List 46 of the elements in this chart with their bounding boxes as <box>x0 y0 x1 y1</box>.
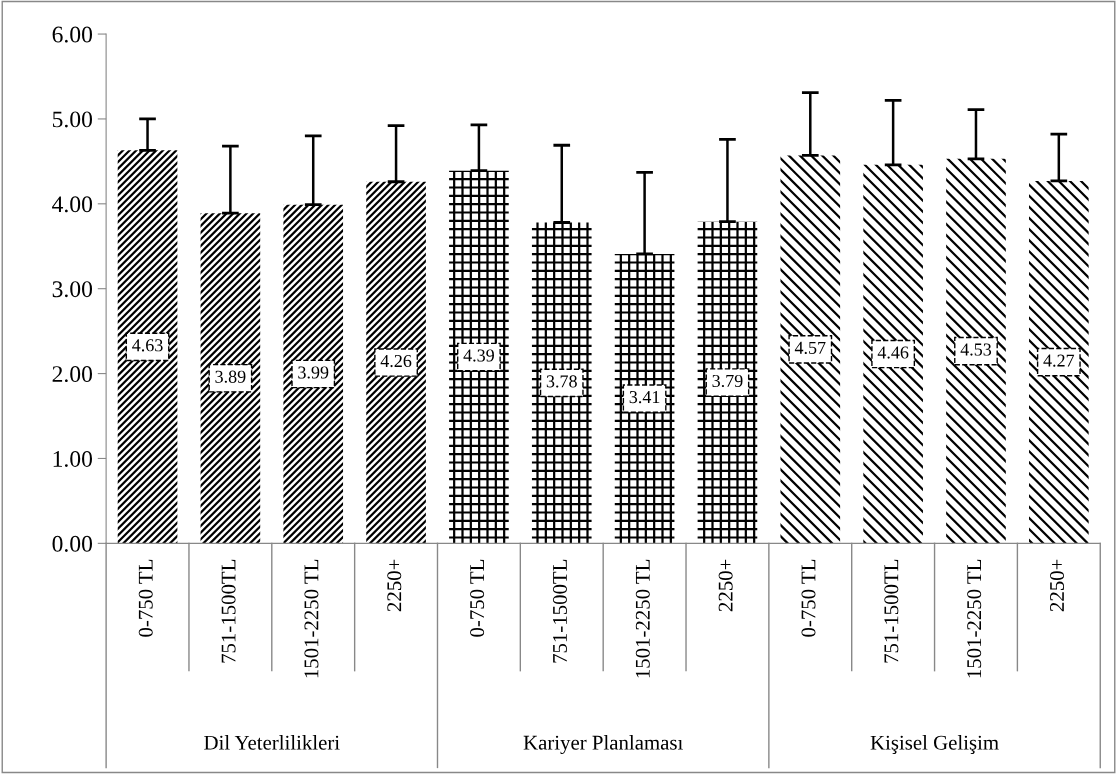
y-tick-label: 3.00 <box>52 281 93 298</box>
bar <box>283 204 344 544</box>
bar <box>200 213 261 544</box>
x-tick-label: 0-750 TL <box>470 559 485 637</box>
data-label: 4.39 <box>463 349 494 362</box>
data-label: 3.78 <box>546 375 577 388</box>
data-label: 4.27 <box>1043 354 1075 367</box>
x-tick-label: 0-750 TL <box>138 559 153 637</box>
x-tick-label: 1501-2250 TL <box>635 559 650 678</box>
data-label: 4.26 <box>380 354 412 368</box>
data-label: 4.57 <box>794 341 826 354</box>
y-tick-label: 5.00 <box>52 111 93 128</box>
x-tick-label: 751-1500TL <box>221 559 236 663</box>
data-label: 3.79 <box>712 374 743 388</box>
text: Kişisel Gelişim <box>870 735 999 754</box>
text: Kariyer Planlaması <box>523 735 683 754</box>
data-label: 3.41 <box>629 391 660 404</box>
x-tick-label: 751-1500TL <box>884 559 899 663</box>
bar <box>614 253 675 544</box>
data-label: 3.99 <box>298 366 329 379</box>
y-tick-label: 6.00 <box>52 26 93 43</box>
bar <box>366 181 426 544</box>
bar <box>449 170 509 544</box>
y-tick-label: 4.00 <box>52 196 93 213</box>
y-tick-label: 1.00 <box>53 450 93 467</box>
x-tick-label: 2250+ <box>1049 559 1065 612</box>
text: Dil Yeterlilikleri <box>204 735 340 750</box>
bar <box>1029 180 1089 544</box>
bar <box>117 150 178 544</box>
x-tick-label: 1501-2250 TL <box>967 559 982 678</box>
y-tick-label: 2.00 <box>52 366 93 383</box>
x-tick-label: 751-1500TL <box>552 559 567 663</box>
x-tick-label: 2250+ <box>387 559 402 612</box>
x-tick-label: 1501-2250 TL <box>304 559 319 678</box>
data-label: 4.46 <box>877 346 909 359</box>
y-tick-label: 0.00 <box>52 535 93 552</box>
x-tick-label: 0-750 TL <box>801 559 816 637</box>
bar <box>531 222 592 544</box>
bar <box>946 158 1006 544</box>
bar <box>697 221 758 544</box>
bar <box>780 155 841 544</box>
bar <box>863 164 923 544</box>
x-tick-label: 2250+ <box>718 559 733 612</box>
data-label: 4.63 <box>132 339 163 352</box>
data-label: 4.53 <box>960 343 992 356</box>
data-label: 3.89 <box>215 370 246 383</box>
